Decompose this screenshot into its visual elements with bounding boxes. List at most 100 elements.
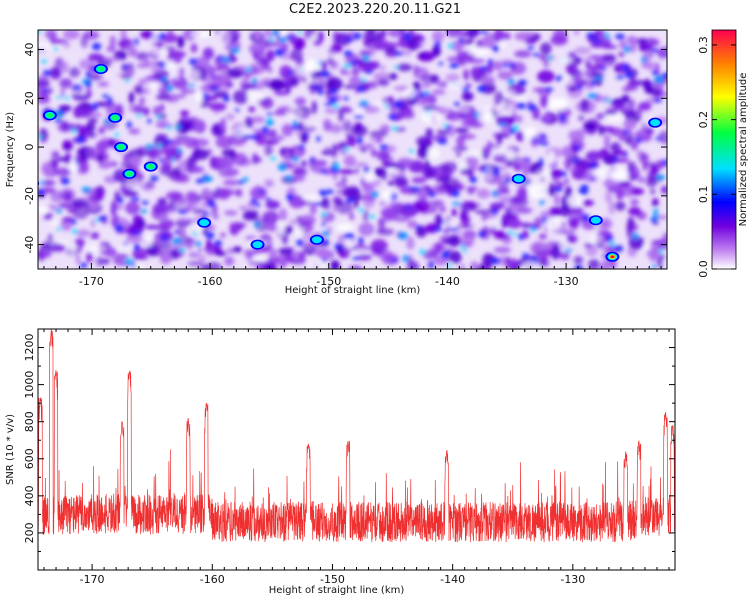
heatmap-blob [215,251,227,256]
heatmap-blob [470,177,477,183]
heatmap-blob [655,137,662,140]
heatmap-blob [159,159,163,163]
heatmap-blob [437,138,447,144]
heatmap-hotspot [648,118,662,128]
heatmap-blob [363,30,377,43]
heatmap-blob [43,70,52,76]
heatmap-blob [279,208,287,221]
heatmap-blob [275,255,290,266]
heatmap-blob [243,212,259,221]
heatmap-blob [642,56,647,63]
heatmap-blob [523,127,537,139]
heatmap-blob [183,69,200,79]
heatmap-blob [241,83,257,89]
heatmap-blob [543,59,549,68]
heatmap-blob [80,107,93,118]
heatmap-blob [122,190,138,197]
heatmap-blob [378,79,390,86]
snr-panel: -170 -160 -150 -140 -13020040060080010001200… [5,329,675,596]
heatmap-blob [662,258,669,269]
heatmap-blob [264,179,274,187]
heatmap-blob [171,193,178,200]
heatmap-blob [490,203,505,210]
heatmap-blob [336,223,353,232]
heatmap-blob [287,108,304,118]
heatmap-blob [251,257,269,262]
heatmap-blob [604,115,622,121]
heatmap-blob [42,89,48,92]
y-axis-label: Frequency (Hz) [5,112,16,188]
heatmap-blob [355,168,359,175]
heatmap-blob [421,196,427,206]
heatmap-blob [493,232,509,239]
heatmap-blob [342,177,347,183]
heatmap-blob [456,152,460,157]
heatmap-blob [640,38,646,49]
heatmap-blob [226,114,235,121]
heatmap-blob [110,35,116,48]
heatmap-blob [396,64,412,72]
heatmap-blob [404,33,412,41]
heatmap-blob [126,259,133,264]
heatmap-blob [371,149,377,157]
heatmap-blob [530,226,538,230]
heatmap-blob [184,89,197,93]
heatmap-blob [659,249,663,254]
heatmap-blob [624,46,631,53]
heatmap-blob [488,218,500,227]
heatmap-blob [545,111,551,120]
heatmap-blob [528,185,546,198]
heatmap-blob [553,29,568,42]
heatmap-blob [284,35,294,38]
y-tick-label: 400 [23,485,36,506]
heatmap-blob [143,81,163,90]
heatmap-blob [522,253,530,259]
heatmap-blob [220,232,226,237]
heatmap-blob [87,147,97,160]
heatmap-blob [459,264,464,273]
heatmap-blob [388,180,393,186]
heatmap-blob [259,190,265,194]
heatmap-blob [478,232,485,238]
heatmap-blob [252,78,258,84]
heatmap-blob [69,245,77,253]
heatmap-blob [322,231,329,237]
heatmap-blob [574,47,591,55]
heatmap-blob [508,230,512,234]
heatmap-blob [82,187,91,192]
heatmap-blob [599,262,608,273]
heatmap-blob [324,103,334,106]
heatmap-blob [69,67,80,77]
heatmap-blob [404,88,416,98]
heatmap-blob [148,251,163,256]
heatmap-blob [57,227,61,231]
heatmap-blob [91,218,95,228]
heatmap-blob [252,129,263,133]
heatmap-hotspot [122,169,136,179]
heatmap-blob [566,235,577,243]
heatmap-blob [270,37,273,42]
heatmap-blob [479,30,488,33]
heatmap-blob [265,143,273,156]
heatmap-blob [215,64,230,72]
heatmap-blob [657,160,664,170]
heatmap-blob [139,97,145,106]
heatmap-blob [632,233,638,240]
heatmap-blob [174,204,188,208]
heatmap-blob [209,102,226,111]
heatmap-blob [140,209,148,213]
heatmap-blob [345,38,354,42]
heatmap-blob [145,144,154,149]
heatmap-blob [600,66,607,70]
heatmap-blob [156,153,161,159]
heatmap-blob [430,75,440,83]
heatmap-blob [344,51,353,57]
heatmap-blob [389,96,394,103]
heatmap-blob [658,239,673,245]
heatmap-blob [371,239,388,253]
heatmap-blob [498,180,503,192]
heatmap-blob [606,236,614,241]
heatmap-blob [188,252,199,257]
heatmap-blob [462,205,468,216]
